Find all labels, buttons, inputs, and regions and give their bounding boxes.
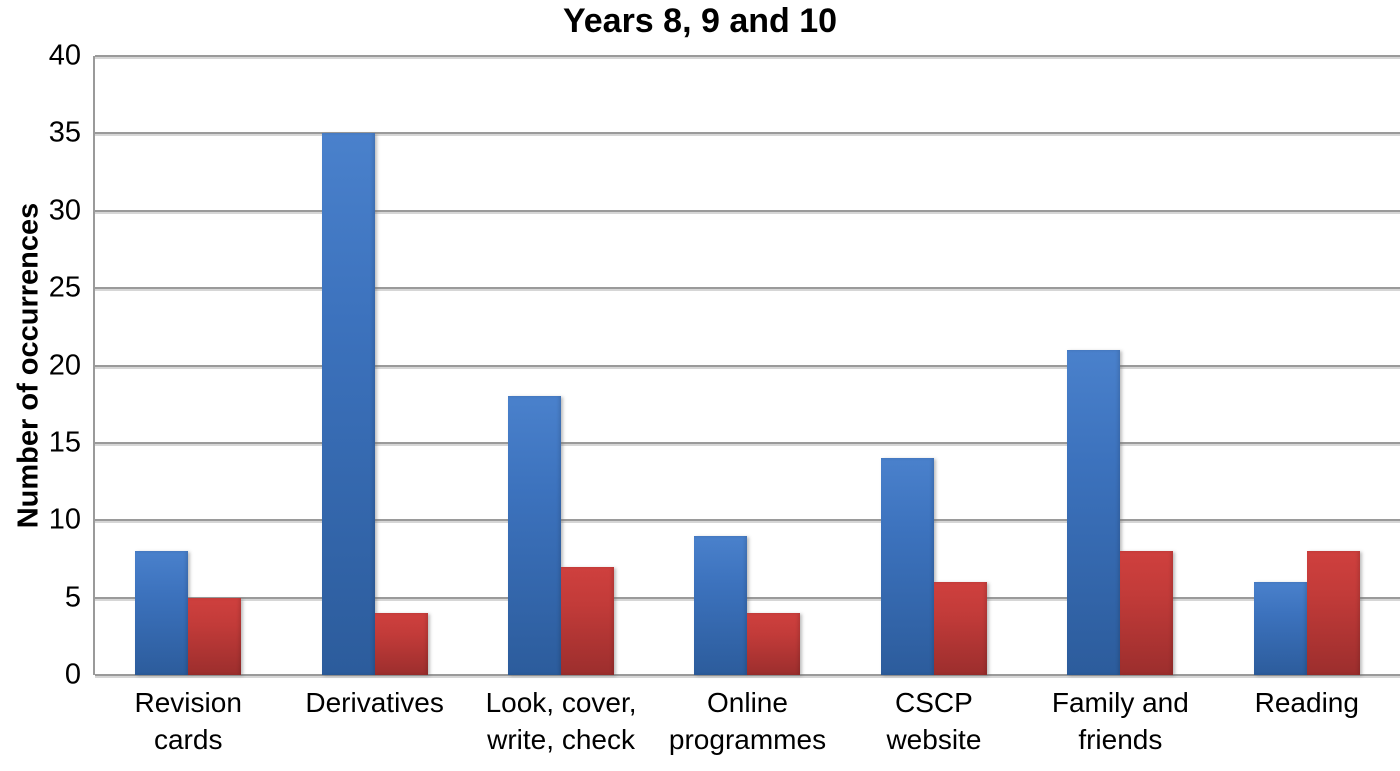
y-axis-tick-labels: 0 5 10 15 20 25 30 35 40	[0, 41, 83, 689]
bar-blue	[694, 536, 748, 675]
y-tick-label: 25	[48, 271, 81, 304]
bar-red	[188, 598, 242, 675]
x-axis-category-label-line: Revision	[134, 687, 242, 718]
bar-blue	[1253, 582, 1307, 675]
y-tick-label: 5	[64, 581, 81, 614]
x-axis-category-label: Family and friends	[1027, 684, 1213, 758]
x-axis-category-label-line: Family and	[1051, 687, 1189, 718]
x-axis-category-label-line: write, check	[487, 724, 635, 755]
chart-title: Years 8, 9 and 10	[562, 2, 838, 40]
gridline	[95, 287, 1400, 290]
bar-blue	[880, 458, 934, 675]
bar-red	[747, 613, 801, 675]
x-axis-category-label: Derivatives	[281, 684, 467, 758]
gridline	[95, 55, 1400, 57]
x-axis-category-label: Online programmes	[654, 684, 840, 758]
bar-blue	[321, 133, 375, 675]
y-tick-label: 40	[48, 39, 81, 72]
x-axis-category-label-line: CSCP	[895, 687, 973, 718]
bar-blue	[135, 551, 189, 675]
bar-blue	[1067, 350, 1121, 675]
bar-red	[1120, 551, 1174, 675]
bar-group	[1214, 56, 1400, 675]
gridline	[95, 132, 1400, 135]
bar-red	[374, 613, 428, 675]
plot-area	[93, 55, 1400, 676]
x-axis-category-label: CSCP website	[841, 684, 1027, 758]
y-tick-label: 35	[48, 116, 81, 149]
x-axis-category-label-line: friends	[1078, 724, 1163, 755]
x-axis-category-label-line: Reading	[1254, 687, 1359, 718]
x-axis-category-label-line: website	[886, 724, 982, 755]
x-axis-category-label: Reading	[1214, 684, 1400, 758]
bar-red	[561, 567, 615, 675]
bar-red	[1306, 551, 1360, 675]
y-tick-label: 0	[64, 658, 81, 691]
y-tick-label: 20	[48, 349, 81, 381]
bar-group	[95, 56, 281, 675]
gridline	[95, 441, 1400, 444]
gridline	[95, 674, 1400, 676]
gridline	[95, 209, 1400, 212]
x-axis-labels: Revision cards Derivatives Look, cover, writ…	[95, 684, 1400, 758]
x-axis-category-label-line: Online	[707, 687, 788, 718]
bar-blue	[508, 396, 562, 675]
x-axis-category-label: Look, cover, write, check	[468, 684, 654, 758]
bar-group	[468, 56, 654, 675]
x-axis-category-label-line: cards	[153, 724, 223, 755]
gridline	[95, 519, 1400, 522]
y-tick-label: 15	[48, 426, 81, 459]
x-axis-category-label-line: programmes	[668, 724, 827, 755]
x-axis-category-label-line: Look, cover,	[485, 687, 637, 718]
bar-group	[281, 56, 467, 675]
gridline	[95, 364, 1400, 367]
bar-group	[841, 56, 1027, 675]
y-tick-label: 10	[48, 503, 81, 536]
bar-group	[654, 56, 840, 675]
x-axis-category-label-line: Derivatives	[305, 687, 444, 718]
x-axis-category-label: Revision cards	[95, 684, 281, 758]
bar-red	[933, 582, 987, 675]
y-tick-label: 30	[48, 194, 81, 227]
gridline	[95, 596, 1400, 599]
y-axis-line	[93, 56, 95, 675]
bar-group	[1027, 56, 1213, 675]
